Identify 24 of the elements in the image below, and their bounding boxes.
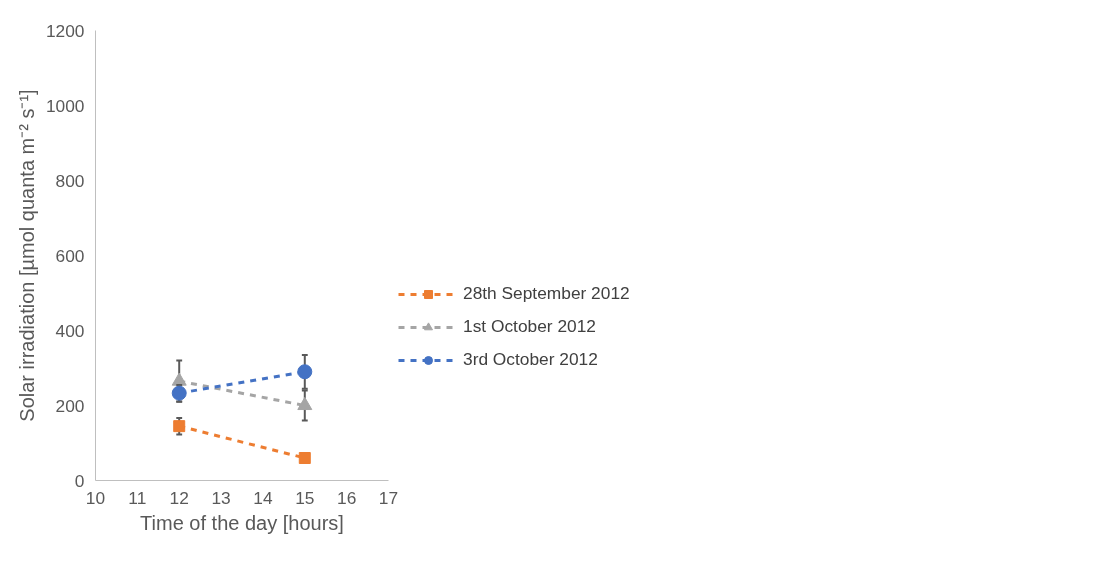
x-tick-label: 13 <box>211 487 231 508</box>
x-tick-label: 15 <box>295 487 315 508</box>
point <box>173 420 186 433</box>
x-tick-label: 16 <box>337 487 357 508</box>
legend-label: 1st October 2012 <box>463 316 596 337</box>
y-tick-label: 800 <box>55 170 85 191</box>
x-axis-title: Time of the day [hours] <box>140 511 344 534</box>
x-tick-label: 17 <box>378 487 399 508</box>
point <box>298 452 311 464</box>
point <box>297 364 313 380</box>
x-tick-label: 14 <box>253 487 273 508</box>
y-tick-label: 0 <box>74 470 85 491</box>
y-tick-label: 400 <box>55 320 85 341</box>
x-tick-label: 10 <box>85 487 106 508</box>
x-tick-label: 12 <box>169 487 189 508</box>
y-tick-label: 1000 <box>45 95 85 116</box>
y-tick-label: 1200 <box>45 20 85 41</box>
point <box>171 385 187 401</box>
legend-label: 28th September 2012 <box>463 283 630 304</box>
x-tick-label: 11 <box>128 487 147 508</box>
y-axis-title: Solar irradiation [µmol quanta m⁻² s⁻¹] <box>15 89 38 422</box>
legend-label: 3rd October 2012 <box>463 349 598 370</box>
y-tick-label: 600 <box>55 245 85 266</box>
y-tick-label: 200 <box>55 395 85 416</box>
